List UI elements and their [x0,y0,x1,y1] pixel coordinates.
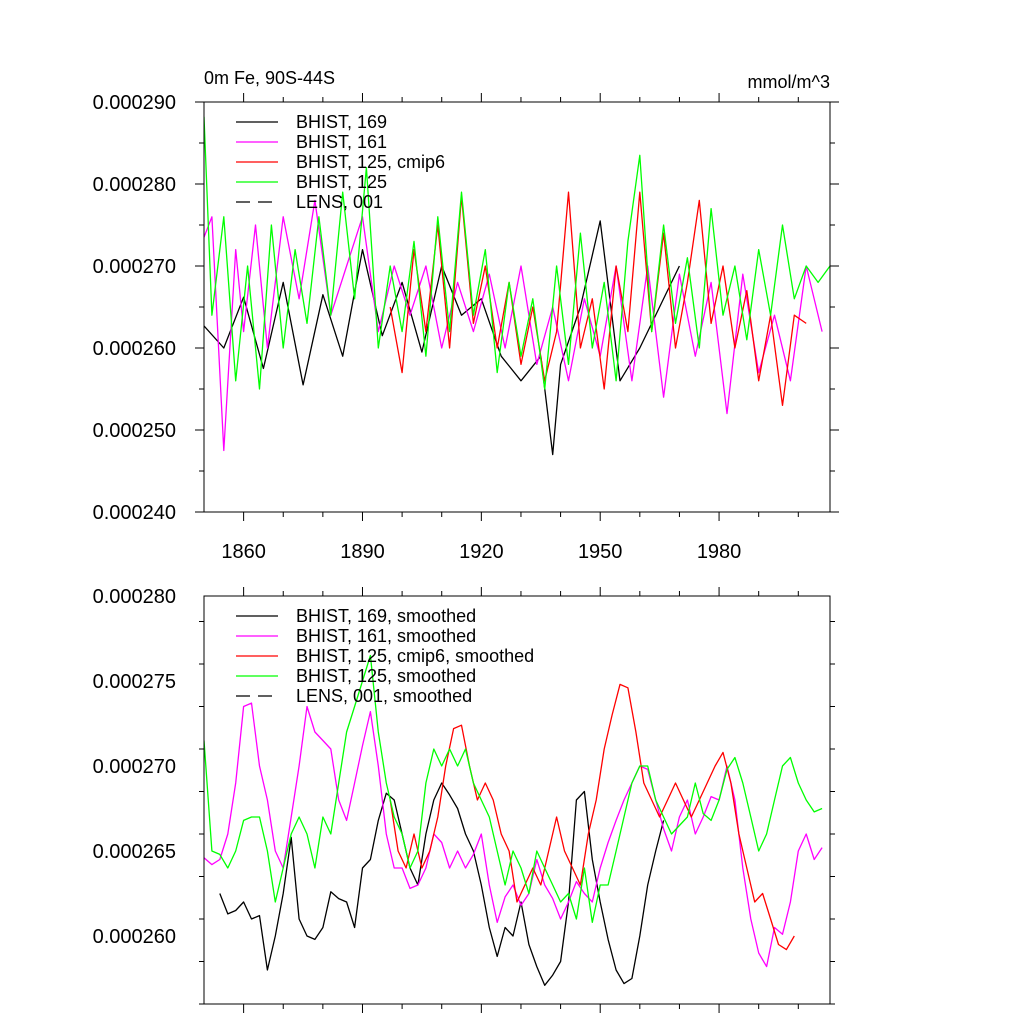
top-legend-label-0: BHIST, 169 [296,112,387,132]
top-legend-label-1: BHIST, 161 [296,132,387,152]
top-series-line-3 [204,116,830,390]
top-x-tick-label: 1980 [697,541,742,563]
bottom-legend-label-3: BHIST, 125, smoothed [296,666,476,686]
bottom-legend-label-4: LENS, 001, smoothed [296,686,472,706]
top-x-tick-label: 1860 [221,541,266,563]
bottom-legend-label-0: BHIST, 169, smoothed [296,606,476,626]
chart-panel-top: 0m Fe, 90S-44S mmol/m^3 0.000240 0.000250 0.… [93,68,839,563]
bottom-y-tick-label: 0.000260 [93,926,176,948]
bottom-series-group [204,654,823,986]
top-x-tick-label: 1950 [578,541,623,563]
top-legend-label-3: BHIST, 125 [296,172,387,192]
top-units-label: mmol/m^3 [748,72,830,92]
top-x-tick-label: 1920 [459,541,504,563]
top-series-line-1 [204,199,823,452]
top-x-tick-label: 1890 [340,541,385,563]
bottom-y-tick-label: 0.000280 [93,586,176,608]
bottom-legend-label-2: BHIST, 125, cmip6, smoothed [296,646,534,666]
bottom-y-tick-label: 0.000275 [93,671,176,693]
top-y-tick-label: 0.000240 [93,502,176,524]
top-y-tick-label: 0.000270 [93,256,176,278]
top-y-tick-label: 0.000280 [93,174,176,196]
top-legend-label-4: LENS, 001 [296,192,383,212]
bottom-series-line-1 [204,702,823,968]
bottom-legend-label-1: BHIST, 161, smoothed [296,626,476,646]
bottom-series-line-0 [219,782,665,986]
top-y-tick-label: 0.000250 [93,420,176,442]
bottom-y-tick-label: 0.000270 [93,756,176,778]
bottom-series-line-3 [204,654,823,924]
chart-panel-bottom: 0.000260 0.000265 0.000270 0.000275 0.000280… [93,586,835,1013]
top-chart-title: 0m Fe, 90S-44S [204,68,335,88]
top-series-line-0 [204,220,680,456]
top-y-tick-label: 0.000260 [93,338,176,360]
top-y-tick-label: 0.000290 [93,92,176,114]
bottom-series-line-2 [389,683,795,951]
bottom-y-tick-label: 0.000265 [93,841,176,863]
top-series-group [204,116,830,456]
top-legend-label-2: BHIST, 125, cmip6 [296,152,445,172]
bottom-plot-frame [203,595,831,1005]
